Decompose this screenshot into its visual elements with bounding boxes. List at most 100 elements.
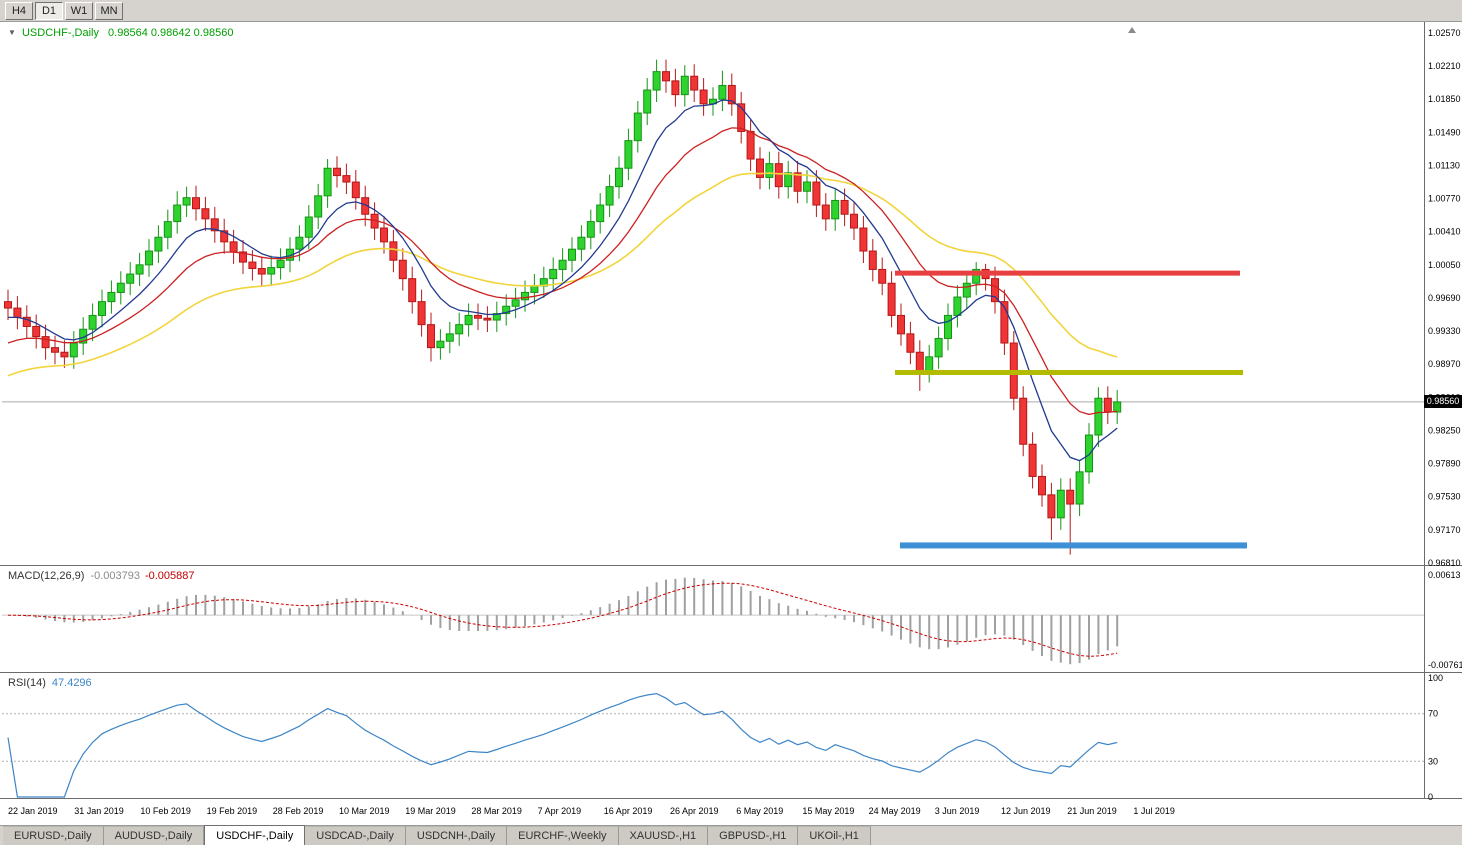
candle-bear [474, 314, 482, 319]
candle-bull [925, 356, 934, 372]
candle-bull [624, 140, 633, 169]
chart-tab-usdchf-daily[interactable]: USDCHF-,Daily [204, 825, 306, 845]
chart-tab-audusd-daily[interactable]: AUDUSD-,Daily [103, 826, 205, 845]
rsi-axis-label: 0 [1428, 792, 1433, 802]
chart-canvas[interactable]: 1.02570 1.02210 1.01850 1.01490 1.01130 1.007… [0, 22, 1462, 825]
candle-bull [436, 340, 445, 349]
date-tick-label[interactable]: 21 Jun 2019 [1067, 806, 1117, 816]
date-tick-label[interactable]: 10 Feb 2019 [140, 806, 191, 816]
price-tick-label: 0.96810 [1428, 558, 1461, 568]
date-tick-label[interactable]: 19 Mar 2019 [405, 806, 456, 816]
date-tick-label[interactable]: 26 Apr 2019 [670, 806, 719, 816]
date-tick-label[interactable]: 10 Mar 2019 [339, 806, 390, 816]
candle-bull [558, 259, 567, 270]
candle-bull [1094, 397, 1103, 436]
candle-bear [4, 301, 12, 309]
candle-bull [605, 186, 614, 206]
candle-bull [596, 204, 605, 223]
date-tick-label[interactable]: 24 May 2019 [869, 806, 921, 816]
price-tick-label: 1.02570 [1428, 28, 1461, 38]
support-mid-line[interactable] [895, 369, 1243, 375]
timeframe-button-h4[interactable]: H4 [5, 1, 33, 20]
candle-bear [1047, 494, 1056, 519]
candle-bear [878, 268, 887, 284]
chart-tab-usdcnh-daily[interactable]: USDCNH-,Daily [405, 826, 508, 845]
candle-bear [60, 351, 69, 358]
date-tick-label[interactable]: 28 Feb 2019 [273, 806, 324, 816]
candle-bear [746, 130, 755, 160]
candle-bull [521, 291, 529, 301]
price-tick-label: 1.00770 [1428, 194, 1461, 204]
candle-bear [380, 227, 388, 243]
candle-bear [906, 333, 915, 353]
candle-bull [492, 313, 501, 321]
candle-bull [530, 285, 539, 293]
chart-tab-gbpusd-h1[interactable]: GBPUSD-,H1 [708, 826, 799, 845]
date-tick-label[interactable]: 6 May 2019 [736, 806, 783, 816]
candle-bull [154, 236, 163, 252]
candle-bull [962, 282, 971, 298]
chart-tab-eurusd-daily[interactable]: EURUSD-,Daily [3, 826, 104, 845]
candle-bull [944, 314, 952, 339]
date-tick-label[interactable]: 3 Jun 2019 [935, 806, 980, 816]
scroll-to-latest-icon[interactable] [1128, 27, 1136, 33]
candle-bear [192, 197, 200, 210]
candle-bull [295, 236, 304, 250]
resistance-line[interactable] [895, 270, 1240, 276]
price-tick-label: 1.01130 [1428, 160, 1460, 170]
price-tick-label: 0.97530 [1428, 492, 1461, 502]
date-tick-label[interactable]: 19 Feb 2019 [207, 806, 258, 816]
candle-bear [427, 324, 435, 349]
candle-bear [1038, 475, 1046, 496]
candle-bear [389, 241, 398, 261]
candle-bull [163, 221, 172, 238]
candle-bear [699, 89, 708, 105]
candle-bull [568, 248, 576, 261]
date-tick-label[interactable]: 16 Apr 2019 [604, 806, 653, 816]
candle-bear [248, 261, 257, 270]
candle-bull [1085, 434, 1093, 473]
rsi-line [7, 692, 1118, 798]
date-tick-label[interactable]: 12 Jun 2019 [1001, 806, 1051, 816]
candle-bull [1113, 401, 1122, 413]
candle-bull [577, 236, 586, 250]
candle-bear [333, 167, 341, 177]
candle-bear [690, 75, 699, 91]
price-tick-label: 0.97890 [1428, 459, 1461, 469]
date-tick-label[interactable]: 31 Jan 2019 [74, 806, 124, 816]
chart-tab-usdcad-daily[interactable]: USDCAD-,Daily [305, 826, 406, 845]
chart-background [0, 22, 1462, 825]
candle-bull [98, 301, 106, 316]
timeframe-button-w1[interactable]: W1 [65, 1, 93, 20]
candle-bull [652, 71, 661, 91]
date-tick-label[interactable]: 28 Mar 2019 [471, 806, 522, 816]
candle-bear [41, 336, 50, 349]
date-tick-label[interactable]: 22 Jan 2019 [8, 806, 58, 816]
candle-bear [840, 199, 849, 215]
timeframe-button-mn[interactable]: MN [95, 1, 123, 20]
timeframe-button-d1[interactable]: D1 [35, 1, 63, 20]
candle-bull [88, 314, 97, 330]
date-tick-label[interactable]: 15 May 2019 [802, 806, 854, 816]
date-tick-label[interactable]: 1 Jul 2019 [1133, 806, 1175, 816]
candle-bull [972, 268, 981, 284]
ma-fast-line [8, 99, 1118, 462]
candle-bull [633, 112, 642, 142]
support-low-line[interactable] [900, 542, 1247, 549]
chart-tab-xauusd-h1[interactable]: XAUUSD-,H1 [618, 826, 709, 845]
price-tick-label: 0.98250 [1428, 425, 1461, 435]
chart-tab-eurchf-weekly[interactable]: EURCHF-,Weekly [507, 826, 619, 845]
chart-tab-ukoil-h1[interactable]: UKOil-,H1 [798, 826, 871, 845]
candle-bull [182, 197, 191, 206]
price-tick-label: 1.00050 [1428, 260, 1461, 270]
candle-bull [276, 259, 285, 269]
rsi-axis-label: 100 [1428, 673, 1443, 683]
candle-bear [257, 268, 266, 275]
candle-bear [1000, 301, 1009, 344]
candle-bear [51, 347, 59, 353]
candle-bull [803, 181, 811, 192]
price-tick-label: 1.02210 [1428, 61, 1461, 71]
date-tick-label[interactable]: 7 Apr 2019 [538, 806, 582, 816]
candle-bull [173, 204, 182, 223]
